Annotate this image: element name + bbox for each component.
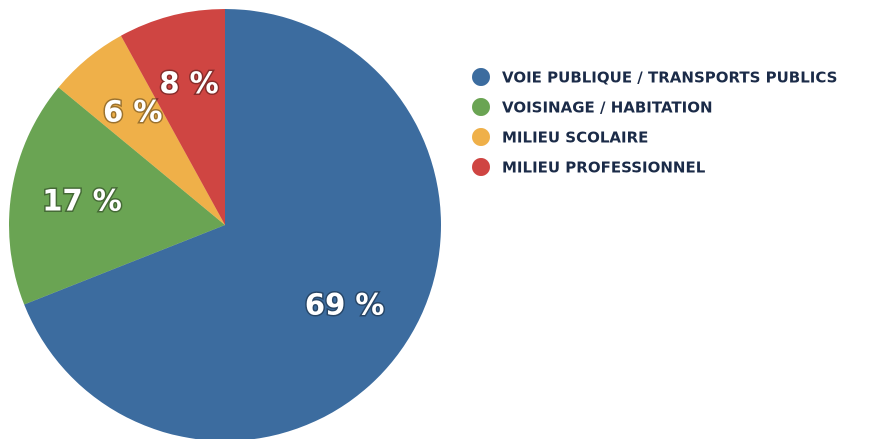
legend-marker xyxy=(472,68,490,86)
slice-label: 8 % xyxy=(159,66,218,100)
slice-label: 69 % xyxy=(305,287,385,321)
legend-marker xyxy=(472,98,490,116)
legend-marker xyxy=(472,128,490,146)
legend-label: VOIE PUBLIQUE / TRANSPORTS PUBLICS xyxy=(502,69,837,87)
legend-label: MILIEU PROFESSIONNEL xyxy=(502,159,706,177)
legend-label: MILIEU SCOLAIRE xyxy=(502,129,648,147)
legend-label: VOISINAGE / HABITATION xyxy=(502,99,713,117)
slice-label: 17 % xyxy=(42,183,122,217)
pie-slice xyxy=(24,9,441,439)
pie-slice xyxy=(58,35,226,225)
pie-slice xyxy=(9,87,225,305)
pie-slice xyxy=(120,8,225,225)
legend-marker xyxy=(472,158,490,176)
slice-label: 6 % xyxy=(103,94,162,128)
